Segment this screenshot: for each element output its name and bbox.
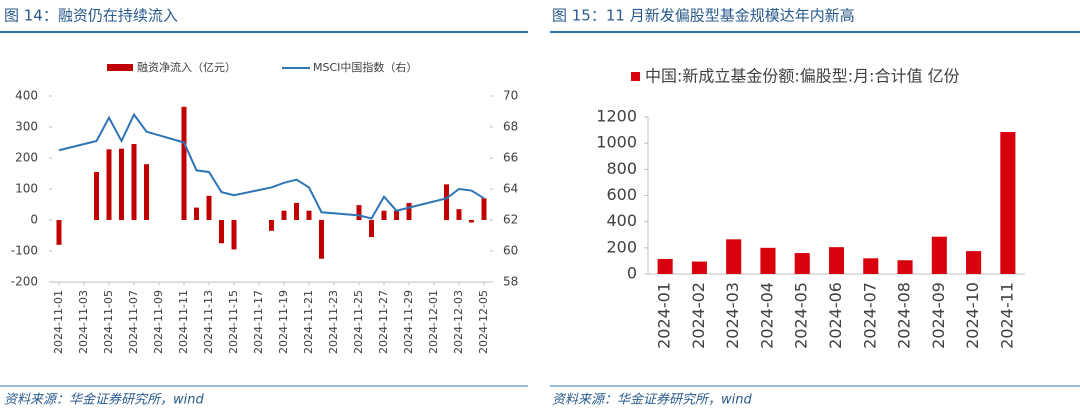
x-tick-label: 2024-10 [963,282,982,349]
bar [456,209,462,220]
legend-label: MSCI中国指数（右） [313,60,417,74]
bar [144,164,149,220]
x-tick-label: 2024-11-05 [102,290,115,354]
x-tick-label: 2024-11-21 [302,290,315,354]
x-tick-label: 2024-11-13 [202,290,215,354]
x-tick-label: 2024-11-25 [352,290,365,354]
x-tick-label: 2024-04 [757,282,776,349]
bar [306,210,312,220]
legend-swatch [107,64,133,71]
legend-swatch [631,72,640,81]
bar [94,171,99,220]
x-tick-label: 2024-11-11 [177,290,190,354]
y-tick-label: 600 [606,185,637,204]
bar [657,258,673,274]
chart-title: 图 15：11 月新发偏股型基金规模达年内新高 [552,7,855,25]
bar [828,247,845,274]
x-tick-label: 2024-11-15 [227,290,240,354]
bar [369,220,374,238]
source: 资料来源：华金证券研究所，wind [552,392,752,408]
y2-tick-label: 60 [503,244,518,258]
y2-tick-label: 70 [503,89,518,103]
y-tick-label: 400 [606,211,637,230]
x-tick-label: 2024-11-19 [277,290,290,354]
bar [119,148,124,220]
bar [931,236,947,274]
bar [406,202,412,220]
y2-tick-label: 58 [503,275,518,289]
y-tick-label: 1000 [596,133,637,152]
bar [106,149,112,220]
bar [966,251,982,274]
y2-tick-label: 66 [503,151,518,165]
bar [319,220,324,259]
y2-tick-label: 62 [503,213,518,227]
y-tick-label: 100 [15,182,38,196]
bar [794,253,810,274]
bar [194,207,199,220]
x-tick-label: 2024-09 [929,282,948,349]
y2-tick-label: 64 [503,182,518,196]
y-tick-label: 1200 [596,107,637,126]
x-tick-label: 2024-11-09 [152,290,165,354]
x-tick-label: 2024-12-03 [452,290,465,354]
y-tick-label: -100 [11,244,38,258]
bar [206,195,212,220]
x-tick-label: 2024-11-27 [377,290,390,354]
bar [356,205,362,220]
legend-label: 中国:新成立基金份额:偏股型:月:合计值 亿份 [645,67,960,86]
y-tick-label: 200 [606,237,637,256]
bar [219,220,224,244]
bar [131,144,137,220]
x-tick-label: 2024-01 [655,282,674,349]
bar [56,220,62,245]
x-tick-label: 2024-03 [723,282,742,349]
x-tick-label: 2024-06 [826,282,845,349]
bar [394,210,399,220]
bar [726,239,742,274]
x-tick-label: 2024-07 [860,282,879,349]
x-tick-label: 2024-08 [895,282,914,349]
y-tick-label: -200 [11,275,38,289]
bar [444,184,449,220]
y-tick-label: 300 [15,120,38,134]
bar [281,210,287,220]
x-tick-label: 2024-11-29 [402,290,415,354]
bar [863,258,879,274]
y-tick-label: 200 [15,151,38,165]
bar [691,261,707,274]
y2-tick-label: 68 [503,120,518,134]
x-tick-label: 2024-11-17 [252,290,265,354]
bar [231,220,237,250]
legend-label: 融资净流入（亿元） [137,60,236,74]
bar [1000,132,1016,274]
bar [269,220,274,231]
x-tick-label: 2024-11-23 [327,290,340,354]
x-tick-label: 2024-12-05 [477,290,490,354]
y-tick-label: 800 [606,159,637,178]
x-tick-label: 2024-02 [689,282,708,349]
line [58,112,485,220]
x-tick-label: 2024-11-03 [77,290,90,354]
chart-title: 图 14：融资仍在持续流入 [4,7,178,25]
x-tick-label: 2024-11-01 [52,290,65,354]
x-tick-label: 2024-11 [997,282,1016,349]
bar [481,198,487,220]
x-tick-label: 2024-12-01 [427,290,440,354]
x-tick-label: 2024-05 [792,282,811,349]
source: 资料来源：华金证券研究所，wind [4,392,204,408]
x-tick-label: 2024-11-07 [127,290,140,354]
bar [760,247,776,274]
bar [897,260,913,274]
y-tick-label: 400 [15,89,38,103]
bar [181,106,187,220]
bar [381,210,387,220]
y-tick-label: 0 [627,264,637,283]
bar [469,220,474,223]
bar [294,202,299,220]
y-tick-label: 0 [30,213,38,227]
